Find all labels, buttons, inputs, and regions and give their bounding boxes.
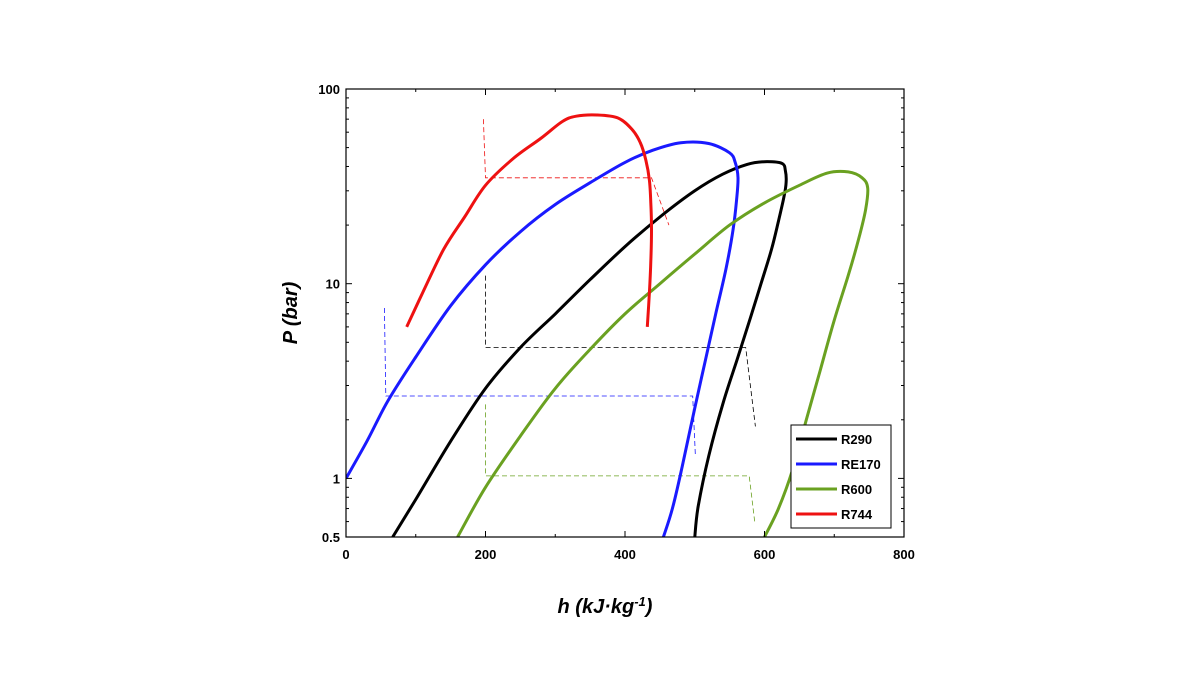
series-line-r290: [391, 160, 788, 537]
x-axis-title: h (kJ·kg-1): [558, 594, 653, 619]
series-line-re170: [346, 140, 740, 537]
x-tick-label: 400: [614, 547, 636, 562]
cycle-line-r744: [483, 119, 670, 226]
legend-label-r744: R744: [841, 507, 873, 522]
x-tick-label: 800: [893, 547, 915, 562]
y-tick-label: 0.5: [322, 530, 340, 545]
y-tick-label: 10: [326, 277, 340, 292]
y-tick-label: 100: [318, 82, 340, 97]
legend: R290 RE170 R600 R744: [790, 424, 892, 529]
series-lines: [346, 113, 870, 537]
cycle-line-re170: [384, 307, 696, 457]
x-tick-label: 600: [754, 547, 776, 562]
x-axis-title-superscript: -1: [634, 594, 646, 609]
y-axis-title: P (bar): [280, 281, 302, 344]
x-axis: 0 200 400 600 800: [342, 89, 915, 562]
series-line-r600: [456, 169, 870, 537]
y-axis: 0.5 1 10 100: [318, 82, 904, 545]
series-line-r744: [405, 113, 653, 328]
cycle-line-r600: [485, 404, 756, 522]
x-tick-label: 0: [342, 547, 349, 562]
cycle-lines: [384, 119, 756, 522]
legend-label-re170: RE170: [841, 457, 881, 472]
cycle-line-r290: [485, 275, 756, 427]
y-tick-label: 1: [333, 471, 340, 486]
legend-box: [790, 424, 892, 529]
legend-label-r290: R290: [841, 432, 872, 447]
x-axis-title-text: h (kJ·kg: [558, 596, 635, 618]
x-tick-label: 200: [475, 547, 497, 562]
legend-label-r600: R600: [841, 482, 872, 497]
x-axis-title-close: ): [644, 596, 653, 618]
